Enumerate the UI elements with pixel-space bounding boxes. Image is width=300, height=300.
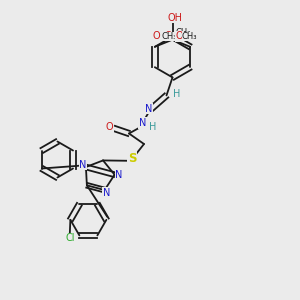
Text: Cl: Cl — [65, 233, 74, 243]
Text: O: O — [152, 31, 160, 41]
Text: N: N — [146, 103, 153, 114]
Text: H: H — [173, 89, 181, 99]
Text: N: N — [115, 170, 122, 180]
Text: H: H — [148, 122, 156, 132]
Text: OH: OH — [168, 13, 183, 23]
Text: CH₃: CH₃ — [162, 32, 178, 41]
Text: O: O — [105, 122, 113, 132]
Text: CH₃: CH₃ — [182, 32, 197, 41]
Text: N: N — [103, 188, 110, 198]
Text: O: O — [164, 31, 172, 41]
Text: CH₃: CH₃ — [175, 28, 191, 37]
Text: N: N — [139, 118, 146, 128]
Text: S: S — [128, 152, 136, 165]
Text: O: O — [176, 31, 184, 41]
Text: N: N — [79, 160, 87, 170]
